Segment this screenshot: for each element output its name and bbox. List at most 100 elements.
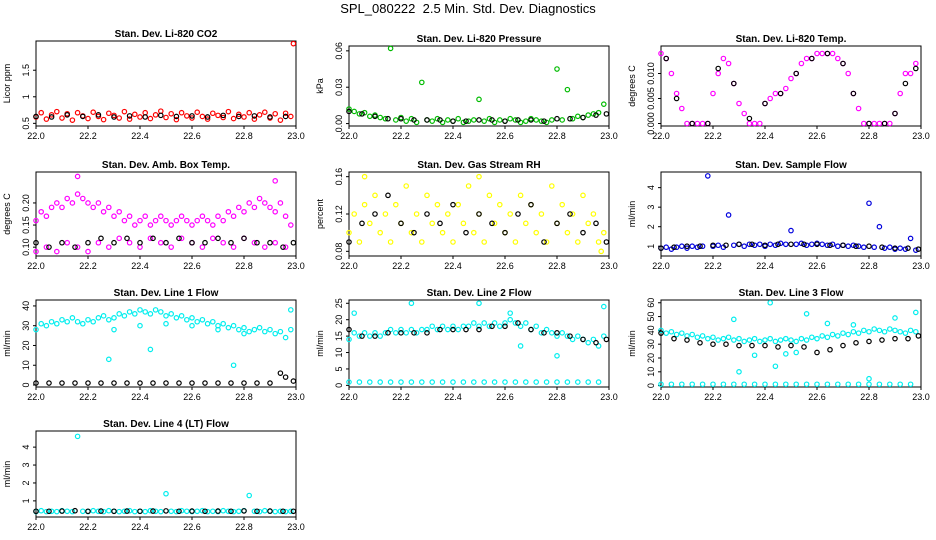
- data-point-all: [580, 192, 586, 199]
- data-point-upper: [538, 330, 545, 336]
- data-point-all: [600, 229, 607, 236]
- data-point-2.5-min: [704, 120, 711, 127]
- data-point-all: [897, 245, 904, 251]
- data-point-all: [43, 508, 50, 515]
- data-point-lower: [689, 381, 696, 388]
- data-point-2.5-min: [137, 239, 143, 246]
- data-point-all: [465, 183, 472, 189]
- data-point-2.5-min: [463, 326, 469, 333]
- data-point-2.5-min: [282, 113, 289, 120]
- panel-title: Stan. Dev. Amb. Box Temp.: [102, 160, 230, 171]
- data-point-lower: [450, 379, 456, 385]
- data-point-all: [439, 229, 446, 236]
- data-point-2.5-min: [603, 336, 610, 343]
- data-point-upper: [767, 299, 774, 306]
- data-point-all: [38, 507, 45, 514]
- data-point-upper: [377, 333, 384, 339]
- y-axis-label: ml/min: [627, 330, 637, 357]
- data-point-all: [600, 101, 607, 107]
- data-point-all: [704, 173, 711, 179]
- data-point-2.5-min: [189, 508, 195, 514]
- data-point-all: [684, 120, 690, 127]
- x-tick-label: 22.2: [704, 392, 722, 402]
- plot-frame: [35, 430, 297, 518]
- data-point-upper: [762, 337, 768, 343]
- data-point-2.5-min: [915, 246, 922, 252]
- data-point-all: [346, 106, 352, 112]
- data-point-upper: [574, 333, 581, 339]
- data-point-2.5-min: [515, 320, 521, 326]
- data-point-all: [152, 112, 159, 118]
- data-point-2.5-min: [59, 508, 65, 514]
- data-point-all: [746, 241, 753, 248]
- data-point-upper: [912, 328, 919, 335]
- data-point-2.5-min: [476, 211, 482, 217]
- panel-title: Stan. Dev. Line 4 (LT) Flow: [103, 419, 229, 430]
- data-point-upper: [704, 335, 711, 342]
- data-point-2.5-min: [124, 380, 130, 386]
- chart-line4-flow: Stan. Dev. Line 4 (LT) Flow ml/min 22.0 22.…: [2, 419, 305, 532]
- data-point-2.5-min: [775, 344, 781, 350]
- y-tick-label: 0: [646, 383, 656, 388]
- y-tick-label: 10: [21, 360, 31, 370]
- data-point-all: [106, 507, 112, 514]
- data-point-2.5-min: [905, 335, 911, 342]
- data-point-lower: [730, 381, 737, 388]
- x-tick-label: 22.4: [756, 131, 774, 141]
- data-point-lower: [366, 379, 373, 385]
- y-tick-label: 0.06: [334, 42, 344, 60]
- data-point-2.5-min: [98, 508, 104, 514]
- data-point-all: [361, 201, 368, 208]
- data-point-all: [548, 117, 555, 123]
- data-point-2.5-min: [372, 113, 378, 120]
- data-point-2.5-min: [788, 241, 794, 248]
- data-point-2.5-min: [808, 55, 815, 62]
- y-axis-label: degrees C: [2, 193, 12, 235]
- data-point-2.5-min: [881, 120, 888, 127]
- data-point-2.5-min: [827, 242, 833, 249]
- data-point-upper: [282, 213, 289, 220]
- chart-amb-box-temp: Stan. Dev. Amb. Box Temp. degrees C 22.0 22…: [2, 160, 305, 271]
- data-point-all: [366, 220, 373, 227]
- data-point-upper: [554, 353, 560, 359]
- data-point-upper: [522, 320, 529, 326]
- data-point-all: [871, 120, 878, 127]
- data-point-all: [147, 507, 154, 514]
- data-point-2.5-min: [33, 508, 39, 515]
- y-tick-label: 20: [646, 353, 656, 363]
- data-point-all: [533, 229, 540, 236]
- data-point-upper: [496, 323, 503, 330]
- data-point-upper: [246, 200, 253, 206]
- x-tick-label: 22.6: [496, 392, 514, 402]
- data-point-2.5-min: [46, 508, 52, 515]
- data-point-2.5-min: [489, 323, 495, 330]
- data-point-lower: [762, 381, 768, 388]
- chart-line2-flow: Stan. Dev. Line 2 Flow ml/min 22.0 22.2 22.4…: [315, 288, 618, 402]
- y-tick-label: 10: [334, 348, 344, 358]
- data-point-2.5-min: [684, 243, 690, 250]
- data-point-all: [886, 120, 893, 127]
- data-point-upper: [855, 330, 862, 336]
- data-point-all: [715, 70, 722, 77]
- data-point-all: [48, 508, 55, 515]
- data-point-lower: [512, 379, 519, 385]
- data-point-all: [387, 45, 394, 52]
- data-point-upper: [756, 338, 763, 345]
- data-point-upper: [95, 200, 102, 206]
- plot-frame: [348, 299, 610, 388]
- data-point-2.5-min: [762, 100, 768, 107]
- data-point-2.5-min: [541, 118, 547, 124]
- data-point-all: [455, 201, 462, 208]
- data-point-all: [152, 508, 159, 515]
- data-point-upper: [678, 330, 685, 336]
- data-point-upper: [543, 326, 550, 333]
- data-point-all: [85, 115, 91, 122]
- data-point-lower: [533, 379, 540, 385]
- data-point-upper: [715, 337, 722, 343]
- y-tick-label: 0.010: [646, 62, 656, 85]
- data-point-2.5-min: [346, 239, 352, 245]
- data-point-all: [251, 508, 258, 515]
- data-point-2.5-min: [658, 245, 664, 251]
- data-point-2.5-min: [124, 508, 130, 514]
- data-point-all: [168, 110, 175, 117]
